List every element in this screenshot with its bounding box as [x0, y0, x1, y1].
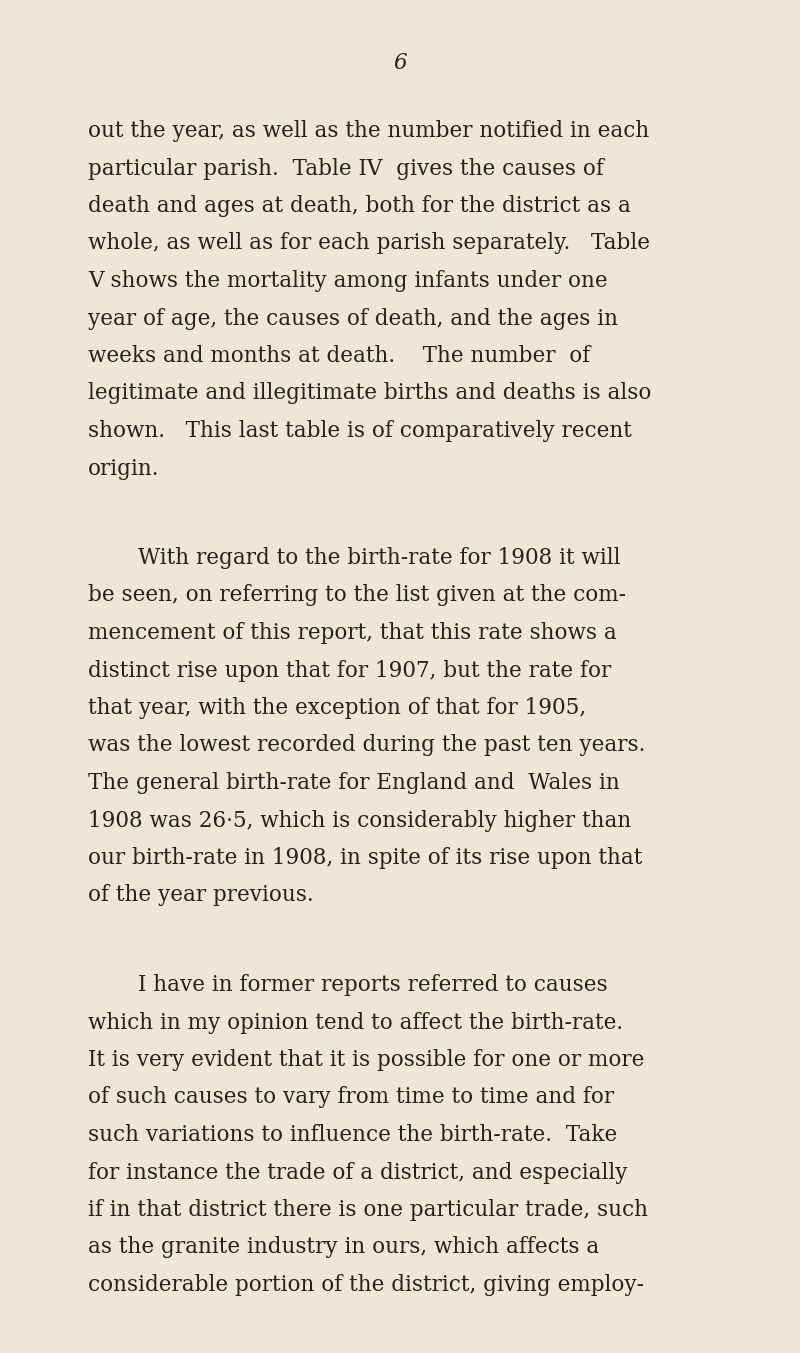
Text: death and ages at death, both for the district as a: death and ages at death, both for the di…	[88, 195, 631, 216]
Text: 6: 6	[393, 51, 407, 74]
Text: year of age, the causes of death, and the ages in: year of age, the causes of death, and th…	[88, 307, 618, 330]
Text: that year, with the exception of that for 1905,: that year, with the exception of that fo…	[88, 697, 586, 718]
Text: shown.   This last table is of comparatively recent: shown. This last table is of comparative…	[88, 419, 632, 442]
Text: be seen, on referring to the list given at the com-: be seen, on referring to the list given …	[88, 584, 626, 606]
Text: mencement of this report, that this rate shows a: mencement of this report, that this rate…	[88, 622, 617, 644]
Text: our birth-rate in 1908, in spite of its rise upon that: our birth-rate in 1908, in spite of its …	[88, 847, 642, 869]
Text: if in that district there is one particular trade, such: if in that district there is one particu…	[88, 1199, 648, 1220]
Text: I have in former reports referred to causes: I have in former reports referred to cau…	[138, 974, 608, 996]
Text: out the year, as well as the number notified in each: out the year, as well as the number noti…	[88, 120, 650, 142]
Text: legitimate and illegitimate births and deaths is also: legitimate and illegitimate births and d…	[88, 383, 651, 405]
Text: The general birth-rate for England and  Wales in: The general birth-rate for England and W…	[88, 773, 620, 794]
Text: With regard to the birth-rate for 1908 it will: With regard to the birth-rate for 1908 i…	[138, 547, 621, 570]
Text: particular parish.  Table IV  gives the causes of: particular parish. Table IV gives the ca…	[88, 157, 604, 180]
Text: such variations to influence the birth-rate.  Take: such variations to influence the birth-r…	[88, 1124, 618, 1146]
Text: of the year previous.: of the year previous.	[88, 885, 314, 907]
Text: V shows the mortality among infants under one: V shows the mortality among infants unde…	[88, 271, 608, 292]
Text: which in my opinion tend to affect the birth-rate.: which in my opinion tend to affect the b…	[88, 1012, 623, 1034]
Text: whole, as well as for each parish separately.   Table: whole, as well as for each parish separa…	[88, 233, 650, 254]
Text: for instance the trade of a district, and especially: for instance the trade of a district, an…	[88, 1161, 627, 1184]
Text: distinct rise upon that for 1907, but the rate for: distinct rise upon that for 1907, but th…	[88, 659, 611, 682]
Text: of such causes to vary from time to time and for: of such causes to vary from time to time…	[88, 1086, 614, 1108]
Text: weeks and months at death.    The number  of: weeks and months at death. The number of	[88, 345, 590, 367]
Text: was the lowest recorded during the past ten years.: was the lowest recorded during the past …	[88, 735, 646, 756]
Text: It is very evident that it is possible for one or more: It is very evident that it is possible f…	[88, 1049, 644, 1072]
Text: 1908 was 26·5, which is considerably higher than: 1908 was 26·5, which is considerably hig…	[88, 809, 631, 832]
Text: origin.: origin.	[88, 457, 159, 479]
Text: considerable portion of the district, giving employ-: considerable portion of the district, gi…	[88, 1275, 644, 1296]
Text: as the granite industry in ours, which affects a: as the granite industry in ours, which a…	[88, 1237, 599, 1258]
